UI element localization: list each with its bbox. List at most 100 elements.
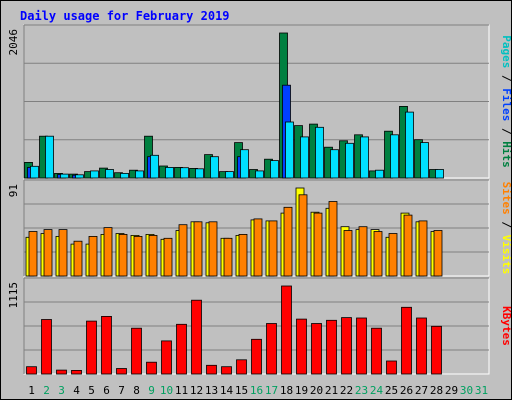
- x-tick-label-13: 13: [205, 384, 218, 397]
- panels: 2046 Pages / Files / Hits 91 Sites / Visits…: [7, 24, 512, 375]
- legend-text: Sites / Visits: [500, 182, 512, 275]
- y-max-label: 1115: [7, 282, 20, 309]
- bar-sites-day-23: [358, 226, 368, 277]
- bar-sites-day-27: [418, 220, 428, 277]
- legend-kbytes: KBytes: [500, 306, 512, 346]
- bar-kbytes-day-18: [281, 285, 292, 375]
- bar-pages-day-22: [345, 142, 354, 179]
- x-tick-label-18: 18: [280, 384, 293, 397]
- x-tick-label-17: 17: [265, 384, 278, 397]
- bar-sites-day-12: [193, 221, 203, 277]
- x-tick-label-20: 20: [310, 384, 323, 397]
- x-tick-label-11: 11: [175, 384, 188, 397]
- bar-pages-day-11: [180, 167, 189, 179]
- legend-hits: Hits: [500, 141, 512, 168]
- bar-pages-day-8: [135, 170, 144, 179]
- x-tick-label-21: 21: [325, 384, 338, 397]
- x-tick-label-5: 5: [88, 384, 95, 397]
- bar-sites-day-11: [178, 224, 188, 277]
- x-tick-label-30: 30: [460, 384, 473, 397]
- x-tick-label-7: 7: [118, 384, 125, 397]
- y-max-label: 91: [7, 184, 20, 197]
- bar-pages-day-10: [165, 166, 174, 179]
- bar-kbytes-day-28: [431, 325, 442, 375]
- legend-text: KBytes: [500, 306, 512, 346]
- bar-sites-day-17: [268, 220, 278, 277]
- bar-sites-day-22: [343, 230, 353, 277]
- x-tick-label-31: 31: [475, 384, 488, 397]
- x-tick-label-2: 2: [43, 384, 50, 397]
- bar-kbytes-day-1: [26, 366, 37, 375]
- bar-pages-day-18: [285, 121, 294, 179]
- x-tick-label-23: 23: [355, 384, 368, 397]
- bar-pages-day-5: [90, 170, 99, 179]
- bar-kbytes-day-24: [371, 327, 382, 375]
- x-tick-label-29: 29: [445, 384, 458, 397]
- x-tick-label-6: 6: [103, 384, 110, 397]
- legend-separator: /: [500, 68, 512, 88]
- bar-pages-day-20: [315, 126, 324, 179]
- bar-kbytes-day-25: [386, 360, 397, 375]
- bar-sites-day-18: [283, 206, 293, 277]
- bar-pages-day-26: [405, 111, 414, 179]
- x-tick-label-3: 3: [58, 384, 65, 397]
- panel-visits-sites: 91 Sites / Visits: [7, 179, 512, 277]
- bar-pages-day-12: [195, 168, 204, 179]
- x-tick-label-28: 28: [430, 384, 443, 397]
- bar-sites-day-9: [148, 234, 158, 277]
- legend-separator: /: [500, 121, 512, 141]
- bar-sites-day-21: [328, 201, 338, 277]
- bar-sites-day-1: [28, 231, 38, 277]
- bar-kbytes-day-10: [161, 340, 172, 375]
- bar-sites-day-15: [238, 233, 248, 277]
- bar-kbytes-day-7: [116, 368, 127, 375]
- bar-sites-day-26: [403, 214, 413, 277]
- legend-files: Files: [500, 88, 512, 121]
- x-tick-label-24: 24: [370, 384, 384, 397]
- legend-sites: Sites: [500, 182, 512, 215]
- bar-kbytes-day-12: [191, 299, 202, 375]
- bar-kbytes-day-23: [356, 317, 367, 375]
- bar-kbytes-day-6: [101, 315, 112, 375]
- bar-pages-day-4: [75, 174, 84, 179]
- bar-pages-day-7: [120, 172, 129, 179]
- legend-pages: Pages: [500, 35, 512, 68]
- x-tick-label-16: 16: [250, 384, 263, 397]
- bar-sites-day-24: [373, 231, 383, 277]
- bar-kbytes-day-8: [131, 327, 142, 375]
- x-tick-label-25: 25: [385, 384, 398, 397]
- panel-kbytes: 1115 KBytes: [7, 277, 512, 375]
- bar-kbytes-day-20: [311, 323, 322, 375]
- bar-pages-day-21: [330, 149, 339, 179]
- bar-sites-day-25: [388, 233, 398, 277]
- bar-sites-day-3: [58, 229, 68, 277]
- x-tick-label-12: 12: [190, 384, 203, 397]
- bar-sites-day-28: [433, 230, 443, 277]
- x-axis-labels: 1 2 3 4 5 6 7 8 9 10 11 12 13 14 15 16 17 18 19 20 21 22 23 24 2…: [28, 384, 488, 397]
- legend-text: Pages / Files / Hits: [500, 35, 512, 168]
- bar-kbytes-day-27: [416, 317, 427, 375]
- x-tick-label-14: 14: [220, 384, 234, 397]
- legend-separator: /: [500, 215, 512, 235]
- bar-kbytes-day-21: [326, 319, 337, 375]
- x-tick-label-8: 8: [133, 384, 140, 397]
- bar-pages-day-28: [435, 169, 444, 179]
- x-tick-label-27: 27: [415, 384, 428, 397]
- panel-hits-files-pages: 2046 Pages / Files / Hits: [7, 24, 512, 179]
- x-tick-label-1: 1: [28, 384, 35, 397]
- bar-kbytes-day-16: [251, 338, 262, 375]
- bar-kbytes-day-15: [236, 359, 247, 375]
- legend-kbytes: KBytes: [500, 306, 512, 346]
- bar-kbytes-day-5: [86, 320, 97, 375]
- x-tick-label-9: 9: [148, 384, 155, 397]
- bar-sites-day-2: [43, 229, 53, 277]
- bar-kbytes-day-11: [176, 323, 187, 375]
- legend-hits-files-pages: Pages / Files / Hits: [500, 35, 512, 168]
- legend-visits: Visits: [500, 235, 512, 275]
- bar-kbytes-day-4: [71, 369, 82, 375]
- bar-kbytes-day-13: [206, 364, 217, 375]
- bar-pages-day-13: [210, 156, 219, 179]
- bar-pages-day-2: [45, 135, 54, 179]
- bar-sites-day-14: [223, 237, 233, 277]
